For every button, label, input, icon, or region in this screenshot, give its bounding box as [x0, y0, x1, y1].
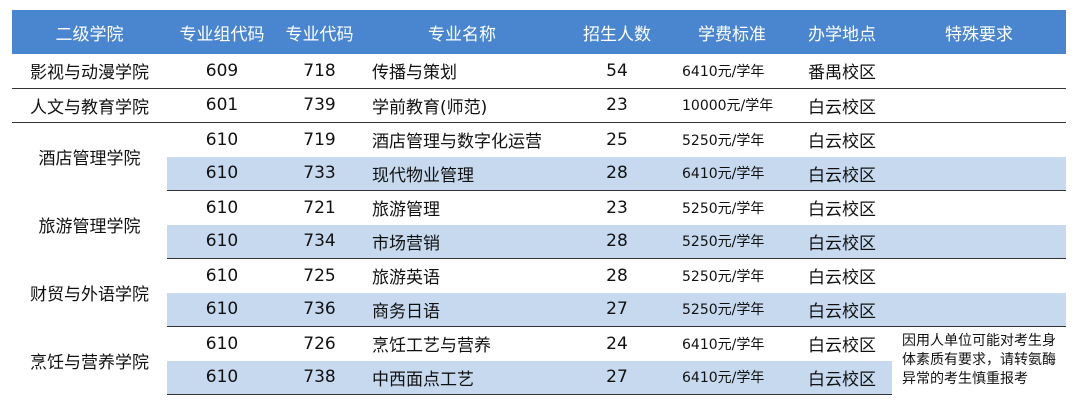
major-name-cell: 商务日语	[362, 292, 562, 327]
tuition-cell: 6410元/学年	[672, 360, 792, 395]
header-campus: 办学地点	[792, 10, 892, 54]
campus-cell: 番禺校区	[792, 54, 892, 89]
tuition-cell: 6410元/学年	[682, 336, 765, 353]
major-code-cell: 725	[303, 265, 336, 286]
major-code-cell: 719	[303, 129, 336, 150]
group-code-cell: 610	[205, 265, 239, 286]
header-college: 二级学院	[12, 10, 167, 54]
table-row: 610 738 中西面点工艺 27 6410元/学年 白云校区	[12, 360, 1066, 395]
major-code-cell: 718	[277, 54, 362, 89]
group-code-cell: 610	[167, 224, 277, 259]
table-row: 610 733 现代物业管理 28 6410元/学年 白云校区	[12, 156, 1066, 191]
group-code-cell: 610	[205, 197, 239, 218]
tuition-cell: 5250元/学年	[672, 292, 792, 327]
special-requirement-cell	[892, 259, 1066, 293]
special-requirement-cell	[892, 123, 1066, 157]
campus-cell: 白云校区	[808, 132, 876, 153]
college-cell: 酒店管理学院	[12, 122, 167, 191]
group-code-cell: 610	[167, 156, 277, 191]
special-requirement-note: 因用人单位可能对考生身体素质有要求，请转氨酶异常的考生慎重报考	[892, 326, 1066, 395]
enrollment-cell: 28	[562, 224, 672, 259]
major-code-cell: 733	[277, 156, 362, 191]
major-name-cell: 酒店管理与数字化运营	[372, 132, 542, 153]
major-code-cell: 736	[277, 292, 362, 327]
special-requirement-cell	[892, 88, 1066, 123]
major-name-cell: 现代物业管理	[362, 156, 562, 191]
campus-cell: 白云校区	[792, 360, 892, 395]
tuition-cell: 5250元/学年	[682, 200, 765, 217]
major-name-cell: 烹饪工艺与营养	[372, 336, 491, 357]
group-code-cell: 610	[205, 129, 239, 150]
group-code-cell: 610	[167, 292, 277, 327]
college-cell: 影视与动漫学院	[12, 54, 167, 89]
table-row: 610 734 市场营销 28 5250元/学年 白云校区	[12, 224, 1066, 259]
table-row: 610 736 商务日语 27 5250元/学年 白云校区	[12, 292, 1066, 327]
table-body: 影视与动漫学院 609 718 传播与策划 54 6410元/学年 番禺校区 人文与教育学院 6…	[12, 54, 1066, 395]
enrollment-cell: 27	[562, 360, 672, 395]
header-major-name: 专业名称	[362, 10, 562, 54]
major-code-cell: 739	[277, 88, 362, 123]
table-row: 人文与教育学院 601 739 学前教育(师范) 23 10000元/学年 白云校区	[12, 88, 1066, 123]
header-group-code: 专业组代码	[167, 10, 277, 54]
major-name-cell: 学前教育(师范)	[362, 88, 562, 123]
enrollment-cell: 54	[562, 54, 672, 89]
enrollment-cell: 24	[606, 333, 628, 354]
campus-cell: 白云校区	[808, 268, 876, 289]
campus-cell: 白云校区	[792, 156, 892, 191]
major-code-cell: 738	[277, 360, 362, 395]
campus-cell: 白云校区	[792, 88, 892, 123]
enrollment-cell: 28	[606, 265, 628, 286]
table-row: 影视与动漫学院 609 718 传播与策划 54 6410元/学年 番禺校区	[12, 54, 1066, 89]
tuition-cell: 5250元/学年	[682, 132, 765, 149]
major-name-cell: 市场营销	[362, 224, 562, 259]
major-name-cell: 传播与策划	[362, 54, 562, 89]
major-name-cell: 旅游管理	[372, 200, 440, 221]
group-code-cell: 610	[167, 360, 277, 395]
header-row: 二级学院 专业组代码 专业代码 专业名称 招生人数 学费标准 办学地点 特殊要求	[12, 10, 1066, 54]
special-requirement-cell	[892, 191, 1066, 225]
group-code-cell: 609	[167, 54, 277, 89]
campus-cell: 白云校区	[792, 224, 892, 259]
campus-cell: 白云校区	[808, 200, 876, 221]
major-code-cell: 721	[303, 197, 336, 218]
tuition-cell: 5250元/学年	[682, 268, 765, 285]
major-code-cell: 734	[277, 224, 362, 259]
college-cell: 旅游管理学院	[12, 190, 167, 259]
group-code-cell: 601	[167, 88, 277, 123]
major-name-cell: 中西面点工艺	[362, 360, 562, 395]
campus-cell: 白云校区	[808, 336, 876, 357]
special-requirement-cell	[892, 292, 1066, 327]
enrollment-cell: 23	[606, 197, 628, 218]
major-code-cell: 726	[303, 333, 336, 354]
special-requirement-cell	[892, 54, 1066, 89]
college-cell: 财贸与外语学院	[12, 258, 167, 327]
major-name-cell: 旅游英语	[372, 268, 440, 289]
enrollment-cell: 28	[562, 156, 672, 191]
table-row: 旅游管理学院 610 721 旅游管理 23 5250元/学年 白云校区	[12, 190, 1066, 259]
table-row: 烹饪与营养学院 610 726 烹饪工艺与营养 24 6410元/学年 白云校区 因用人单位可…	[12, 326, 1066, 395]
enrollment-cell: 27	[562, 292, 672, 327]
tuition-cell: 5250元/学年	[672, 224, 792, 259]
campus-cell: 白云校区	[792, 292, 892, 327]
table-row: 酒店管理学院 610 719 酒店管理与数字化运营 25 5250元/学年 白云校区	[12, 122, 1066, 191]
tuition-cell: 6410元/学年	[672, 54, 792, 89]
admission-table-container: 二级学院 专业组代码 专业代码 专业名称 招生人数 学费标准 办学地点 特殊要求 影视与动漫学…	[12, 10, 1066, 395]
admission-table: 二级学院 专业组代码 专业代码 专业名称 招生人数 学费标准 办学地点 特殊要求 影视与动漫学…	[12, 10, 1066, 395]
tuition-cell: 6410元/学年	[672, 156, 792, 191]
header-major-code: 专业代码	[277, 10, 362, 54]
header-enrollment: 招生人数	[562, 10, 672, 54]
tuition-cell: 10000元/学年	[672, 88, 792, 123]
group-code-cell: 610	[205, 333, 239, 354]
special-requirement-cell	[892, 156, 1066, 191]
college-cell: 烹饪与营养学院	[12, 326, 167, 395]
enrollment-cell: 25	[606, 129, 628, 150]
table-row: 财贸与外语学院 610 725 旅游英语 28 5250元/学年 白云校区	[12, 258, 1066, 327]
special-requirement-cell	[892, 224, 1066, 259]
enrollment-cell: 23	[562, 88, 672, 123]
college-cell: 人文与教育学院	[12, 88, 167, 123]
header-tuition: 学费标准	[672, 10, 792, 54]
header-special-req: 特殊要求	[892, 10, 1066, 54]
